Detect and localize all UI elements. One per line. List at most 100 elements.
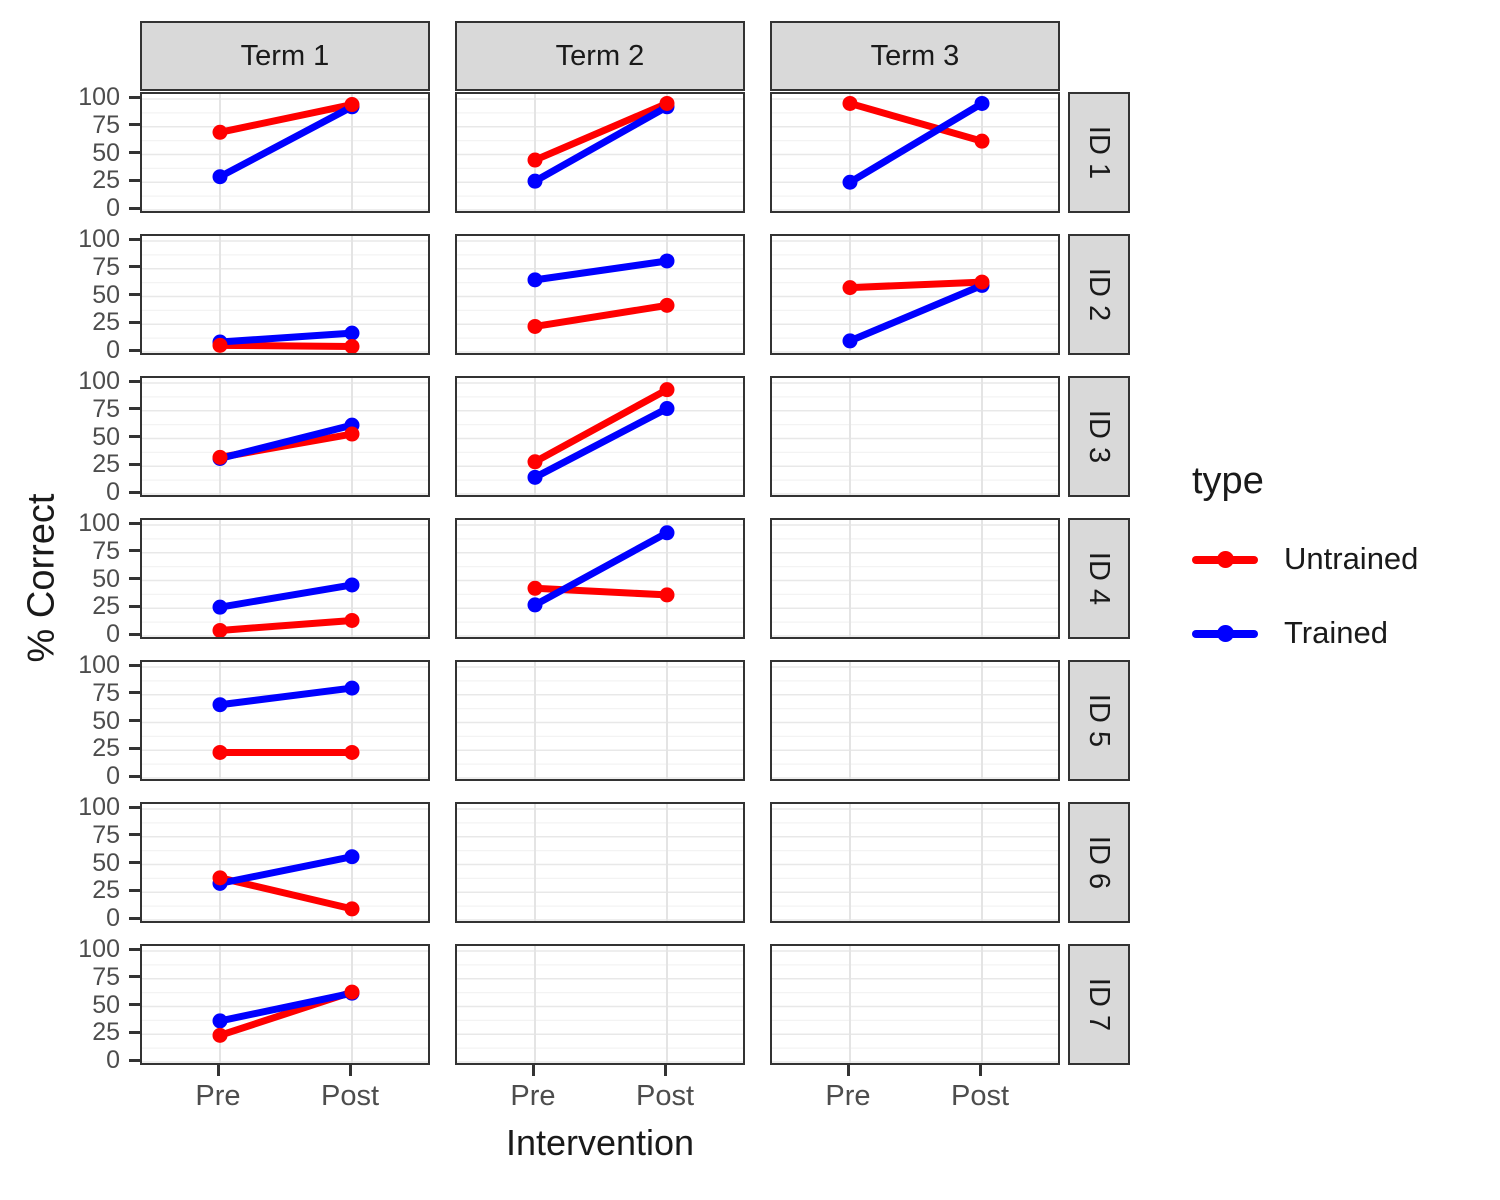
- facet-row-strip-label: ID 1: [1083, 125, 1116, 180]
- legend-item-label: Untrained: [1284, 541, 1419, 576]
- point-trained: [527, 272, 543, 288]
- y-tick-label: 50: [92, 280, 120, 309]
- facet-row-strip-id-3: ID 3: [1068, 376, 1130, 497]
- panel-canvas: [142, 804, 428, 921]
- line-untrained: [846, 278, 986, 292]
- point-trained: [974, 95, 990, 111]
- line-untrained: [846, 99, 986, 145]
- point-untrained: [212, 744, 228, 760]
- point-untrained: [344, 338, 360, 353]
- facet-row-strip-label: ID 3: [1083, 409, 1116, 464]
- y-tick-label: 100: [78, 935, 120, 963]
- facet-row-strip-id-4: ID 4: [1068, 518, 1130, 639]
- line-trained: [531, 405, 671, 481]
- y-tick-mark: [129, 604, 140, 608]
- legend-item-untrained: Untrained: [1192, 541, 1418, 577]
- y-tick-label: 100: [78, 509, 120, 537]
- y-tick-mark: [129, 577, 140, 580]
- facet-col-strip-term-3: Term 3: [770, 21, 1060, 91]
- legend-title: type: [1192, 460, 1264, 502]
- panel-id-3-term-3: [770, 376, 1060, 497]
- y-tick-mark: [129, 888, 140, 892]
- panel-canvas: [772, 662, 1058, 779]
- y-tick-mark: [129, 805, 140, 809]
- line-untrained: [531, 99, 671, 164]
- panel-id-5-term-2: [455, 660, 745, 781]
- y-tick-mark: [129, 663, 140, 667]
- y-tick-mark: [129, 237, 140, 241]
- panel-id-1-term-2: [455, 92, 745, 213]
- point-untrained: [212, 1027, 228, 1043]
- y-tick-label: 25: [92, 450, 120, 479]
- y-tick-mark: [129, 95, 140, 99]
- panel-id-7-term-3: [770, 944, 1060, 1065]
- y-tick-mark: [129, 1003, 140, 1006]
- line-untrained: [216, 341, 356, 350]
- line-trained: [216, 329, 356, 346]
- panel-canvas: [772, 946, 1058, 1063]
- panel-canvas: [772, 804, 1058, 921]
- panel-id-2-term-2: [455, 234, 745, 355]
- point-untrained: [212, 124, 228, 140]
- y-tick-mark: [129, 916, 140, 920]
- y-tick-label: 0: [106, 1046, 120, 1074]
- point-trained: [659, 401, 675, 417]
- x-tick-mark: [846, 1065, 850, 1076]
- panel-id-1-term-1: [140, 92, 430, 213]
- y-tick-label: 75: [92, 678, 120, 707]
- point-untrained: [527, 318, 543, 334]
- line-trained: [216, 684, 356, 709]
- y-tick-label: 75: [92, 110, 120, 139]
- y-tick-label: 25: [92, 734, 120, 763]
- y-tick-mark: [129, 632, 140, 636]
- facet-col-strip-term-2: Term 2: [455, 21, 745, 91]
- y-tick-label: 100: [78, 793, 120, 821]
- legend: type Untrained Trained: [1192, 460, 1418, 651]
- panel-canvas: [457, 378, 743, 495]
- point-trained: [212, 1013, 228, 1029]
- panel-id-4-term-1: [140, 518, 430, 639]
- panel-canvas: [772, 94, 1058, 211]
- panel-canvas: [457, 94, 743, 211]
- x-tick-mark: [531, 1065, 535, 1076]
- y-tick-mark: [129, 320, 140, 324]
- y-tick-mark: [129, 549, 140, 553]
- line-trained: [216, 989, 356, 1025]
- facet-row-strip-label: ID 7: [1083, 977, 1116, 1032]
- point-untrained: [344, 97, 360, 113]
- legend-item-trained: Trained: [1192, 615, 1418, 651]
- x-tick-mark: [663, 1065, 667, 1076]
- facet-row-strip-id-7: ID 7: [1068, 944, 1130, 1065]
- panel-id-5-term-3: [770, 660, 1060, 781]
- y-tick-mark: [129, 1058, 140, 1062]
- point-untrained: [344, 901, 360, 917]
- line-untrained: [216, 616, 356, 634]
- panel-canvas: [772, 236, 1058, 353]
- point-untrained: [659, 382, 675, 398]
- panel-canvas: [142, 662, 428, 779]
- y-tick-label: 50: [92, 848, 120, 877]
- facet-row-strip-id-6: ID 6: [1068, 802, 1130, 923]
- x-tick-mark: [216, 1065, 220, 1076]
- panel-id-7-term-2: [455, 944, 745, 1065]
- untrained-line-key-icon: [1192, 549, 1258, 570]
- point-untrained: [212, 622, 228, 637]
- line-untrained: [531, 301, 671, 330]
- y-tick-label: 50: [92, 564, 120, 593]
- facet-row-strip-label: ID 2: [1083, 267, 1116, 322]
- panel-id-7-term-1: [140, 944, 430, 1065]
- facet-row-strip-label: ID 4: [1083, 551, 1116, 606]
- panel-canvas: [142, 378, 428, 495]
- y-tick-label: 50: [92, 990, 120, 1019]
- point-untrained: [212, 337, 228, 353]
- point-untrained: [659, 587, 675, 603]
- y-tick-mark: [129, 774, 140, 778]
- panel-id-4-term-2: [455, 518, 745, 639]
- y-tick-mark: [129, 206, 140, 210]
- y-tick-mark: [129, 1030, 140, 1034]
- y-tick-mark: [129, 719, 140, 722]
- x-tick-mark: [348, 1065, 352, 1076]
- line-trained: [846, 99, 986, 186]
- y-tick-mark: [129, 746, 140, 750]
- point-untrained: [527, 580, 543, 596]
